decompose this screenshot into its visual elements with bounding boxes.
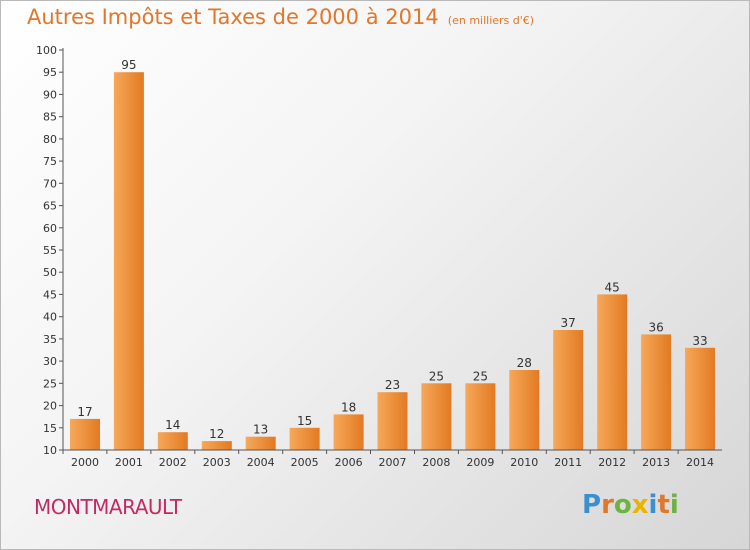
x-tick-label-2010: 2010 [510,456,538,469]
y-tick-label-85: 85 [43,111,57,124]
y-tick-label-30: 30 [43,355,57,368]
y-tick-label-95: 95 [43,66,57,79]
value-label-2013: 36 [648,320,663,334]
x-tick-label-2014: 2014 [686,456,714,469]
y-tick-label-45: 45 [43,288,57,301]
bar-2011 [553,330,584,450]
y-tick-label-80: 80 [43,133,57,146]
value-label-2010: 28 [517,356,532,370]
y-tick-label-35: 35 [43,333,57,346]
logo-letter: P [582,490,602,520]
bar-2013 [641,334,672,450]
x-tick-label-2002: 2002 [159,456,187,469]
bar-2002 [157,432,188,450]
y-tick-label-15: 15 [43,422,57,435]
logo-letter: x [631,490,649,520]
y-tick-label-75: 75 [43,155,57,168]
x-tick-label-2012: 2012 [598,456,626,469]
logo-letter: t [657,490,670,520]
bar-2012 [597,294,628,450]
bar-2006 [333,414,364,450]
commune-name: MONTMARAULT [34,495,182,519]
y-tick-label-40: 40 [43,311,57,324]
proxiti-logo: Proxiti [582,490,679,520]
x-tick-label-2013: 2013 [642,456,670,469]
title-unit: (en milliers d'€) [447,14,535,27]
bar-2010 [509,370,540,450]
y-tick-label-65: 65 [43,200,57,213]
bar-2008 [421,383,452,450]
bar-2009 [465,383,496,450]
chart-title: Autres Impôts et Taxes de 2000 à 2014 (e… [27,5,534,29]
bar-2004 [245,436,276,450]
bar-2007 [377,392,408,450]
bar-2000 [70,418,100,450]
x-tick-label-2009: 2009 [466,456,494,469]
y-tick-label-50: 50 [43,266,57,279]
logo-letter: r [601,490,614,520]
y-tick-label-90: 90 [43,88,57,101]
y-tick-label-60: 60 [43,222,57,235]
value-label-2002: 14 [165,418,180,432]
value-label-2000: 17 [77,405,92,419]
value-label-2011: 37 [561,316,576,330]
logo-letter: i [669,490,679,520]
value-label-2008: 25 [429,369,444,383]
y-tick-label-10: 10 [43,444,57,457]
bar-2001 [113,72,144,450]
bar-2014 [685,347,715,450]
value-label-2012: 45 [605,280,620,294]
value-label-2006: 18 [341,400,356,414]
x-tick-label-2011: 2011 [554,456,582,469]
x-tick-label-2005: 2005 [291,456,319,469]
x-tick-label-2004: 2004 [247,456,275,469]
y-tick-label-25: 25 [43,377,57,390]
value-label-2009: 25 [473,369,488,383]
value-label-2007: 23 [385,378,400,392]
logo-letter: o [613,490,632,520]
logo-letter: i [648,490,658,520]
value-label-2014: 33 [692,334,707,348]
bar-2003 [201,441,232,450]
y-tick-label-20: 20 [43,400,57,413]
x-tick-label-2008: 2008 [422,456,450,469]
y-tick-label-55: 55 [43,244,57,257]
value-label-2005: 15 [297,414,312,428]
x-tick-label-2007: 2007 [379,456,407,469]
axes-group: 2000 2001 2002 2003 2004 2005 2006 2007 2008 2009… [36,44,722,469]
value-label-2004: 13 [253,423,268,437]
y-tick-label-100: 100 [36,44,57,57]
value-label-2001: 95 [121,58,136,72]
x-tick-label-2001: 2001 [115,456,143,469]
title-text: Autres Impôts et Taxes de 2000 à 2014 [27,5,439,29]
y-tick-label-70: 70 [43,177,57,190]
x-tick-label-2006: 2006 [335,456,363,469]
x-tick-label-2000: 2000 [71,456,99,469]
bars-group: 17 95 14 12 13 15 18 23 25 25 28 37 45 36 33 [70,58,715,450]
bar-2005 [289,427,320,450]
x-tick-label-2003: 2003 [203,456,231,469]
value-label-2003: 12 [209,427,224,441]
